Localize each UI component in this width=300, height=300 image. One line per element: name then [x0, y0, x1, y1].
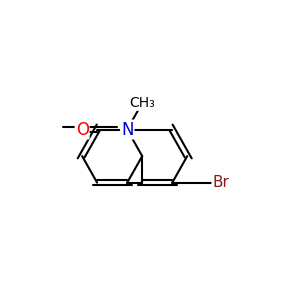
Text: N: N [121, 121, 134, 139]
Text: CH₃: CH₃ [129, 96, 155, 110]
Text: Br: Br [212, 175, 229, 190]
Text: O: O [76, 121, 88, 139]
